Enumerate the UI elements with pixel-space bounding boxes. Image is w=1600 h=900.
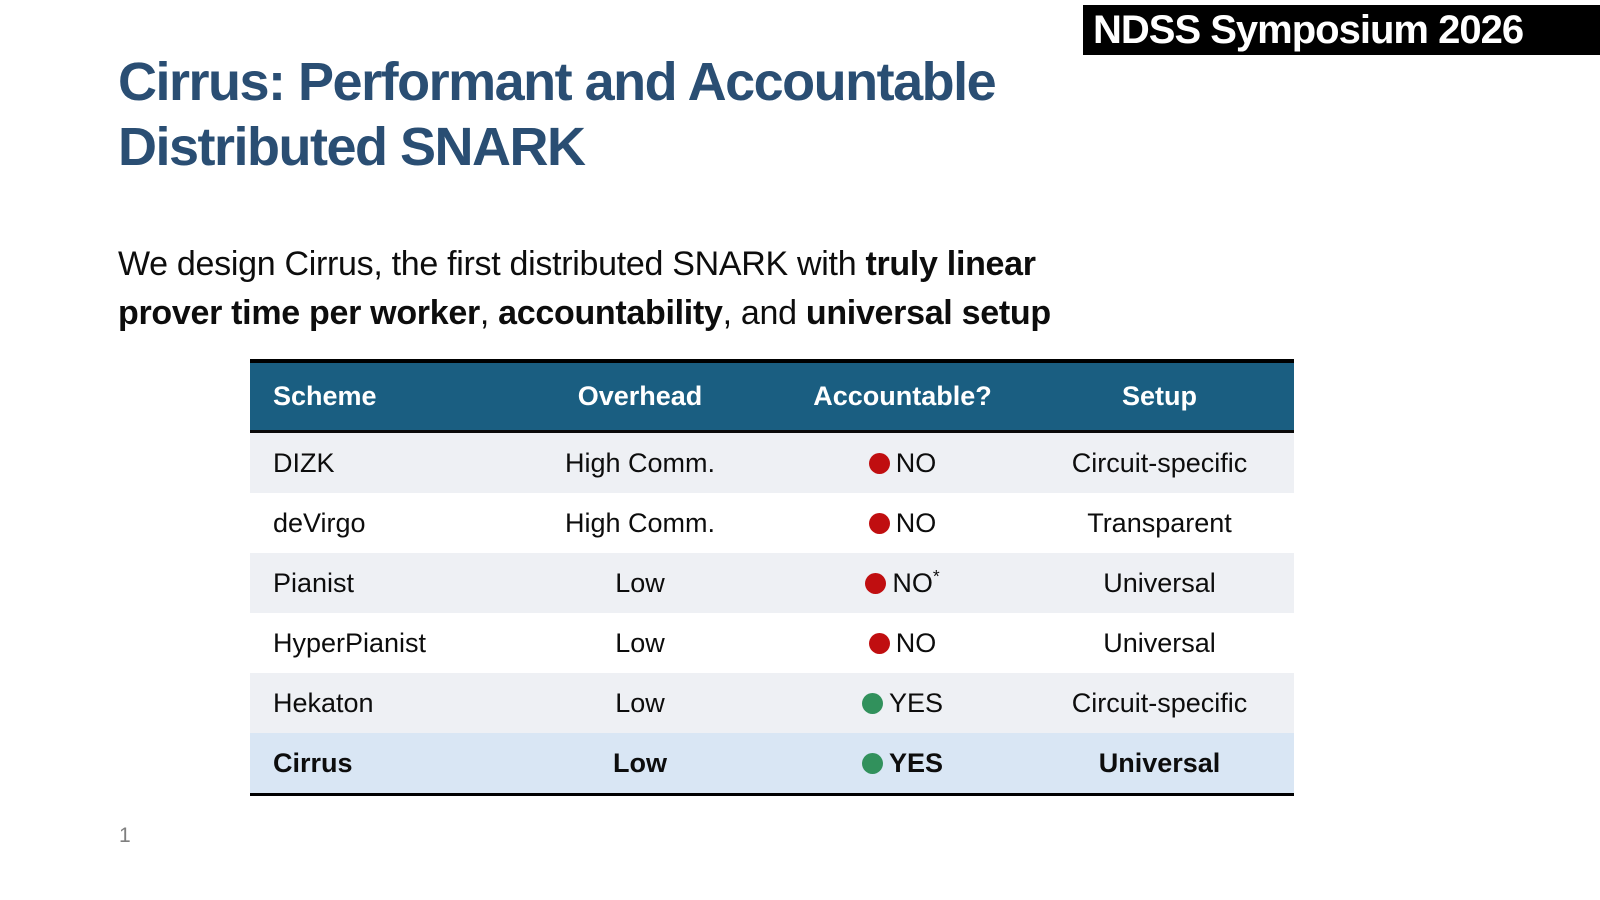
scheme-cell: deVirgo [250, 493, 500, 553]
scheme-cell: Cirrus [250, 733, 500, 795]
slide-subtitle: We design Cirrus, the first distributed … [118, 240, 1418, 338]
slide-title-line1: Cirrus: Performant and Accountable [118, 52, 997, 112]
subtitle-segment: universal setup [805, 294, 1051, 332]
subtitle-segment: prover time per worker [118, 294, 480, 332]
accountable-value: NO [892, 567, 933, 598]
setup-cell: Circuit-specific [1025, 431, 1294, 493]
setup-cell: Universal [1025, 553, 1294, 613]
accountable-footnote-marker: * [932, 565, 940, 586]
red-status-dot-icon [868, 512, 890, 534]
accountable-value: NO [895, 507, 937, 538]
accountable-value: YES [888, 687, 944, 718]
conference-badge: NDSS Symposium 2026 [1083, 5, 1600, 55]
comparison-table-header: Scheme Overhead Accountable? Setup [250, 361, 1294, 433]
accountable-value: NO [895, 447, 937, 478]
setup-cell: Universal [1025, 733, 1294, 795]
overhead-cell: High Comm. [500, 493, 780, 553]
red-status-dot-icon [868, 452, 890, 474]
subtitle-segment: truly linear [865, 245, 1036, 283]
scheme-cell: DIZK [250, 431, 500, 493]
slide-title-line2: Distributed SNARK [118, 117, 586, 177]
table-row-hekaton: Hekaton Low YES Circuit-specific [250, 673, 1294, 733]
subtitle-segment: , [479, 294, 499, 332]
slide-title: Cirrus: Performant and Accountable Distri… [118, 50, 997, 180]
green-status-dot-icon [861, 692, 883, 714]
overhead-cell: Low [500, 613, 780, 673]
page-number: 1 [119, 824, 131, 847]
table-row-hyperpianist: HyperPianist Low NO Universal [250, 613, 1294, 673]
accountable-cell: NO* [780, 553, 1025, 613]
scheme-cell: HyperPianist [250, 613, 500, 673]
table-row-devirgo: deVirgo High Comm. NO Transparent [250, 493, 1294, 553]
header-row: Scheme Overhead Accountable? Setup [250, 361, 1294, 433]
accountable-cell: YES [780, 673, 1025, 733]
comparison-table: Scheme Overhead Accountable? Setup DIZK High… [250, 359, 1294, 796]
overhead-cell: Low [500, 553, 780, 613]
accountable-value: YES [888, 747, 944, 778]
subtitle-segment: accountability [498, 294, 723, 332]
subtitle-segment: We design Cirrus, the first distributed … [118, 245, 866, 283]
column-header-setup: Setup [1025, 361, 1294, 433]
accountable-value: NO [895, 627, 937, 658]
accountable-cell: NO [780, 493, 1025, 553]
setup-cell: Transparent [1025, 493, 1294, 553]
column-header-overhead: Overhead [500, 361, 780, 433]
red-status-dot-icon [868, 632, 890, 654]
overhead-cell: Low [500, 733, 780, 795]
setup-cell: Circuit-specific [1025, 673, 1294, 733]
subtitle-segment: , and [722, 294, 806, 332]
comparison-table-body: DIZK High Comm. NO Circuit-specific deVirgo H… [250, 431, 1294, 795]
conference-badge-label: NDSS Symposium 2026 [1093, 7, 1524, 52]
accountable-cell: NO [780, 613, 1025, 673]
scheme-cell: Pianist [250, 553, 500, 613]
accountable-cell: NO [780, 431, 1025, 493]
column-header-scheme: Scheme [250, 361, 500, 433]
table-row-cirrus: Cirrus Low YES Universal [250, 733, 1294, 795]
column-header-accountable: Accountable? [780, 361, 1025, 433]
table-row-pianist: Pianist Low NO* Universal [250, 553, 1294, 613]
table-row-dizk: DIZK High Comm. NO Circuit-specific [250, 431, 1294, 493]
overhead-cell: High Comm. [500, 431, 780, 493]
red-status-dot-icon [865, 572, 887, 594]
overhead-cell: Low [500, 673, 780, 733]
scheme-cell: Hekaton [250, 673, 500, 733]
setup-cell: Universal [1025, 613, 1294, 673]
green-status-dot-icon [861, 752, 883, 774]
accountable-cell: YES [780, 733, 1025, 795]
